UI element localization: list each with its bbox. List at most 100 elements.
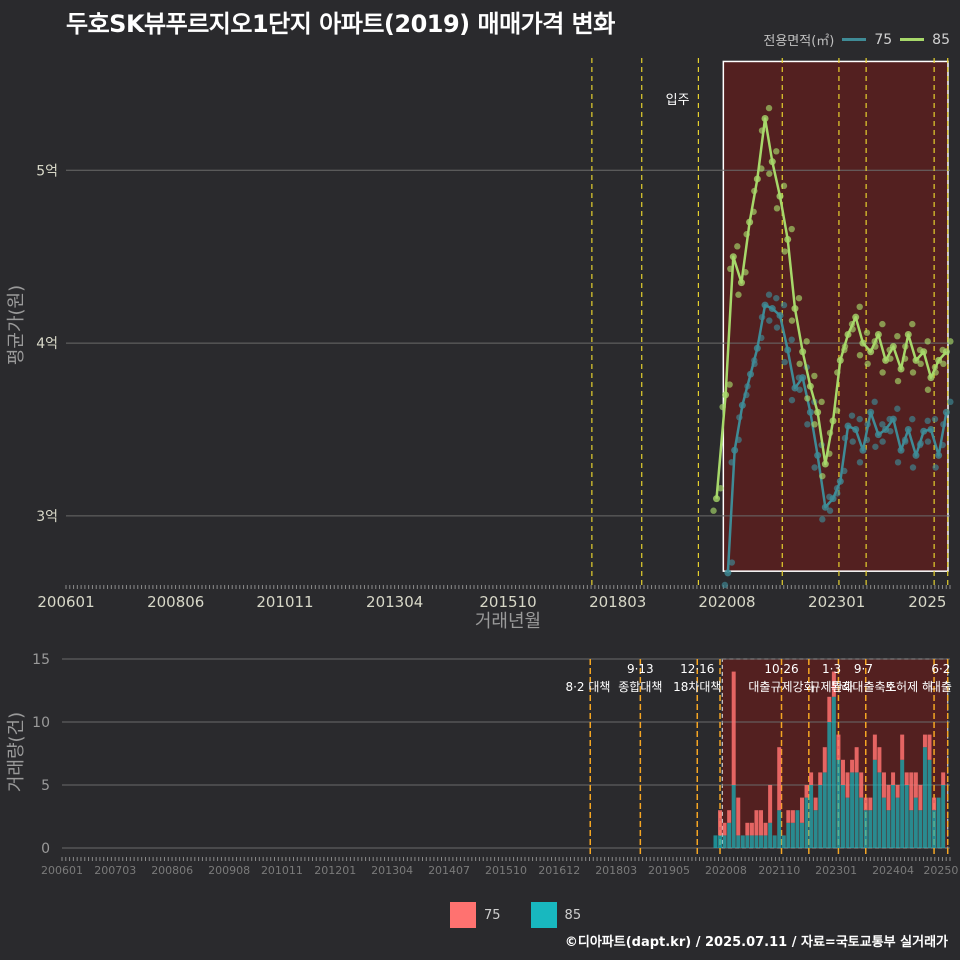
data-point-75 [935,451,943,459]
data-point-85 [791,305,799,313]
data-point-85 [726,381,733,388]
data-point-75 [804,421,811,428]
data-point-85 [940,360,947,368]
bar-75 [731,671,736,785]
policy-annotation-name: 규제완화 [810,680,854,694]
data-point-75 [852,425,860,433]
x-tick-label-bottom: 200601 [41,864,83,877]
data-point-75 [747,370,755,378]
data-point-75 [781,358,788,366]
data-point-75 [834,490,841,497]
bar-75 [881,772,886,798]
data-point-85 [729,253,737,261]
data-point-75 [761,301,769,309]
bar-85 [872,759,877,848]
data-point-75 [939,441,946,449]
data-point-85 [811,372,818,380]
bar-85 [786,822,791,848]
data-point-85 [781,248,788,255]
data-point-75 [796,386,803,393]
data-point-75 [728,559,736,566]
data-point-75 [879,421,886,428]
bar-75 [763,822,768,836]
data-point-75 [784,346,792,354]
data-point-75 [773,324,781,331]
data-point-85 [849,326,856,333]
bar-75 [822,747,827,773]
legend-bottom: 75 85 [450,902,581,928]
x-tick-label: 200806 [147,593,204,611]
x-tick-label: 202301 [808,593,865,611]
data-point-85 [942,348,950,356]
data-point-85 [897,365,905,373]
data-point-85 [766,170,773,177]
policy-annotation-date: 1·3 [822,662,841,676]
data-point-85 [773,148,780,155]
x-tick-label: 200601 [37,593,94,611]
data-point-75 [874,431,882,439]
bar-85 [781,835,786,848]
y-axis-title: 평균가(원) [6,285,27,365]
bar-75 [868,797,873,811]
bar-85 [804,797,809,848]
data-point-75 [836,477,844,485]
data-point-75 [743,391,750,399]
data-point-85 [710,507,717,514]
x-tick-label-bottom: 202110 [758,864,800,877]
data-point-85 [719,403,726,411]
data-point-75 [940,421,947,428]
data-point-85 [879,320,886,328]
data-point-85 [735,291,742,298]
data-point-85 [920,348,928,356]
data-point-75 [780,301,788,309]
bar-85 [886,810,891,848]
bar-85 [877,772,882,848]
bar-85 [840,785,845,848]
x-tick-label: 201510 [479,593,536,611]
bar-75 [749,822,754,836]
data-point-85 [814,408,822,416]
data-point-75 [753,344,761,352]
bar-75 [840,759,845,785]
data-point-85 [833,407,841,414]
bar-85 [790,822,795,848]
data-point-85 [864,360,871,368]
bar-75 [850,759,855,773]
bar-75 [768,785,773,823]
bar-75 [877,747,882,773]
data-point-75 [806,408,814,416]
bar-75 [909,772,914,811]
bar-75 [804,785,809,798]
bar-75 [872,734,877,760]
legend-box-85 [530,902,557,928]
data-point-85 [742,269,749,276]
bar-75 [918,785,923,811]
bar-75 [809,772,814,785]
bar-75 [913,772,918,798]
data-point-75 [788,396,796,404]
data-point-75 [859,446,867,454]
policy-annotation-name: 대출 [930,680,952,694]
bar-85 [827,722,832,848]
bar-75 [813,797,818,811]
data-point-75 [829,495,837,503]
bar-85 [854,772,859,848]
data-point-75 [766,317,773,324]
legend-label-85: 85 [932,31,950,48]
data-point-75 [942,408,950,416]
bar-75 [722,822,727,836]
bar-75 [831,671,836,697]
data-point-85 [819,472,826,480]
data-point-85 [871,338,878,345]
policy-annotation-name: 18차대책 [673,679,721,694]
policy-annotation-name: 대출규제강화 [748,680,814,694]
data-point-75 [924,417,931,425]
y-tick-label: 3억 [36,509,58,525]
bar-75 [736,797,741,836]
data-point-85 [799,348,807,356]
bar-75 [759,810,764,836]
legend-bottom-label-75: 75 [484,907,501,923]
page-title: 두호SK뷰푸르지오1단지 아파트(2019) 매매가격 변화 [66,10,615,38]
bar-85 [881,797,886,848]
data-point-85 [935,356,943,364]
